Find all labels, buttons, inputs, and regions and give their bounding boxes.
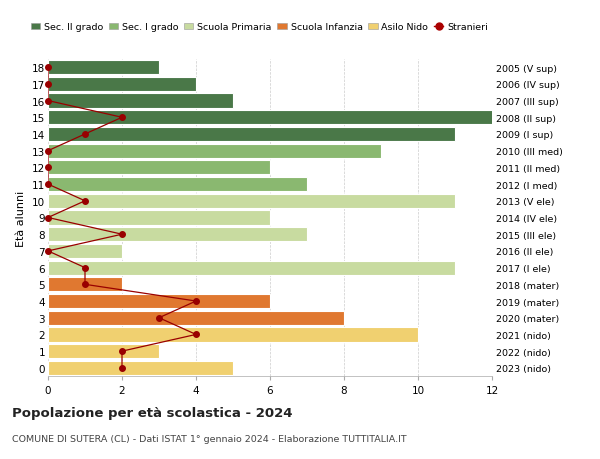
Point xyxy=(43,214,53,222)
Bar xyxy=(48,128,455,142)
Bar xyxy=(48,244,122,258)
Bar xyxy=(48,294,270,308)
Point xyxy=(80,264,90,272)
Bar xyxy=(48,161,270,175)
Bar xyxy=(48,111,529,125)
Y-axis label: Età alunni: Età alunni xyxy=(16,190,26,246)
Text: Popolazione per età scolastica - 2024: Popolazione per età scolastica - 2024 xyxy=(12,406,293,419)
Point xyxy=(43,64,53,72)
Bar xyxy=(48,328,418,342)
Text: COMUNE DI SUTERA (CL) - Dati ISTAT 1° gennaio 2024 - Elaborazione TUTTITALIA.IT: COMUNE DI SUTERA (CL) - Dati ISTAT 1° ge… xyxy=(12,434,407,443)
Bar xyxy=(48,144,381,158)
Point xyxy=(117,231,127,238)
Point xyxy=(43,181,53,188)
Point xyxy=(191,298,201,305)
Bar xyxy=(48,361,233,375)
Point xyxy=(80,281,90,288)
Bar xyxy=(48,211,270,225)
Point xyxy=(80,131,90,138)
Bar xyxy=(48,344,159,358)
Point xyxy=(80,198,90,205)
Bar xyxy=(48,228,307,242)
Bar xyxy=(48,194,455,208)
Point xyxy=(43,248,53,255)
Point xyxy=(191,331,201,338)
Bar xyxy=(48,311,344,325)
Legend: Sec. II grado, Sec. I grado, Scuola Primaria, Scuola Infanzia, Asilo Nido, Stran: Sec. II grado, Sec. I grado, Scuola Prim… xyxy=(31,23,488,32)
Bar xyxy=(48,261,455,275)
Point xyxy=(117,364,127,372)
Bar xyxy=(48,78,196,92)
Point xyxy=(43,98,53,105)
Point xyxy=(117,114,127,122)
Point xyxy=(154,314,164,322)
Bar xyxy=(48,278,122,292)
Point xyxy=(43,164,53,172)
Point xyxy=(117,348,127,355)
Point xyxy=(43,148,53,155)
Point xyxy=(43,81,53,88)
Bar xyxy=(48,94,233,108)
Bar xyxy=(48,178,307,192)
Bar xyxy=(48,61,159,75)
